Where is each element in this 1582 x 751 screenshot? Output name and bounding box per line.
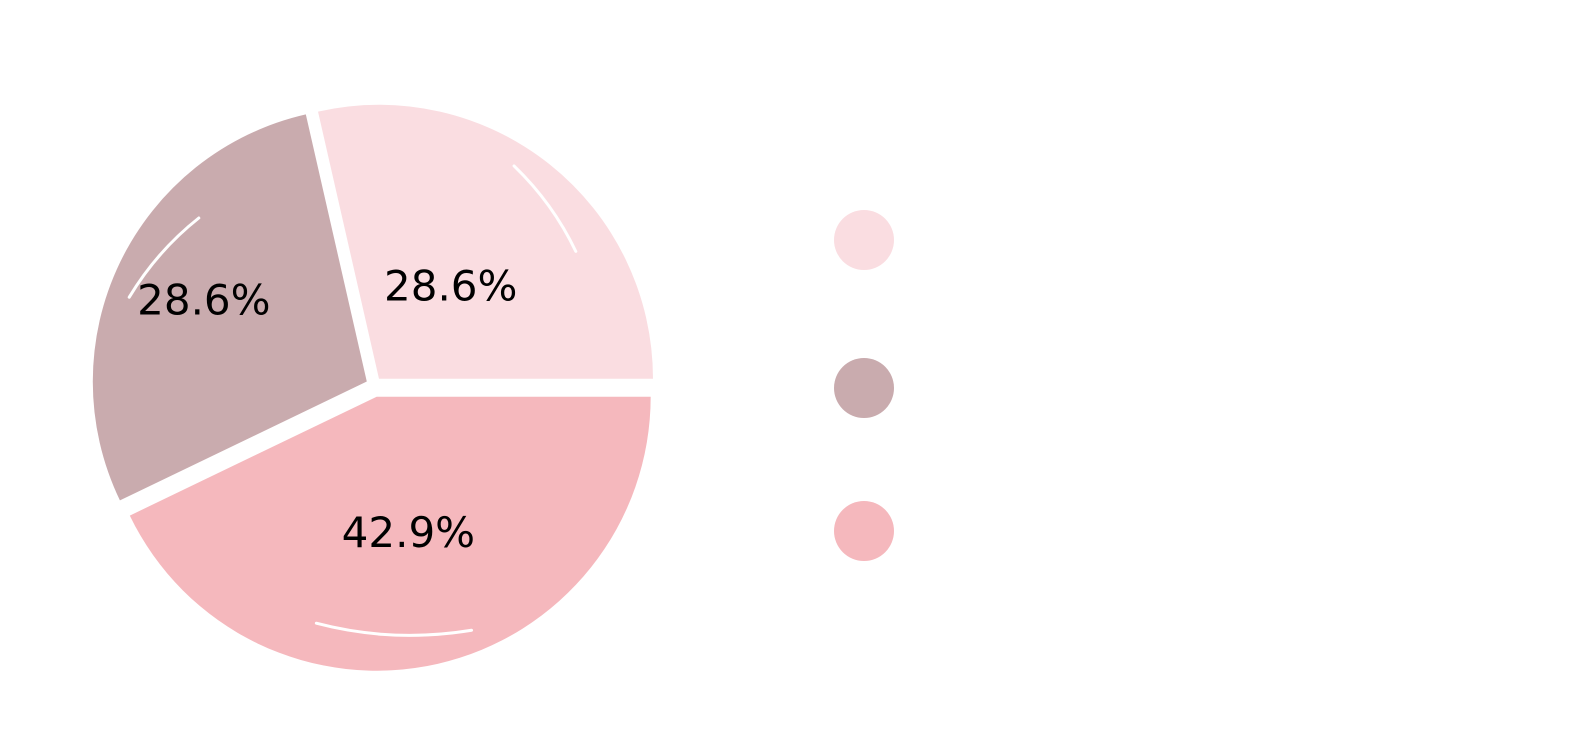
slice-accent-line-1 bbox=[512, 164, 578, 253]
legend-marker-3 bbox=[834, 501, 894, 561]
legend bbox=[834, 210, 894, 561]
pie-slice-1 bbox=[318, 104, 653, 379]
slice-accent-line-3 bbox=[314, 621, 474, 637]
slice-labels: 28.6% 28.6% 42.9% bbox=[137, 261, 517, 557]
legend-marker-1 bbox=[834, 210, 894, 270]
slice-label-1: 28.6% bbox=[384, 261, 517, 310]
legend-marker-2 bbox=[834, 358, 894, 418]
slice-label-3: 42.9% bbox=[342, 508, 475, 557]
slice-accent-line-2 bbox=[127, 216, 201, 299]
pie-slice-2 bbox=[92, 114, 367, 501]
slice-label-2: 28.6% bbox=[137, 276, 270, 325]
pie-slice-3 bbox=[129, 396, 651, 671]
slice-leader-lines bbox=[127, 164, 578, 637]
pie-slices bbox=[92, 104, 653, 671]
